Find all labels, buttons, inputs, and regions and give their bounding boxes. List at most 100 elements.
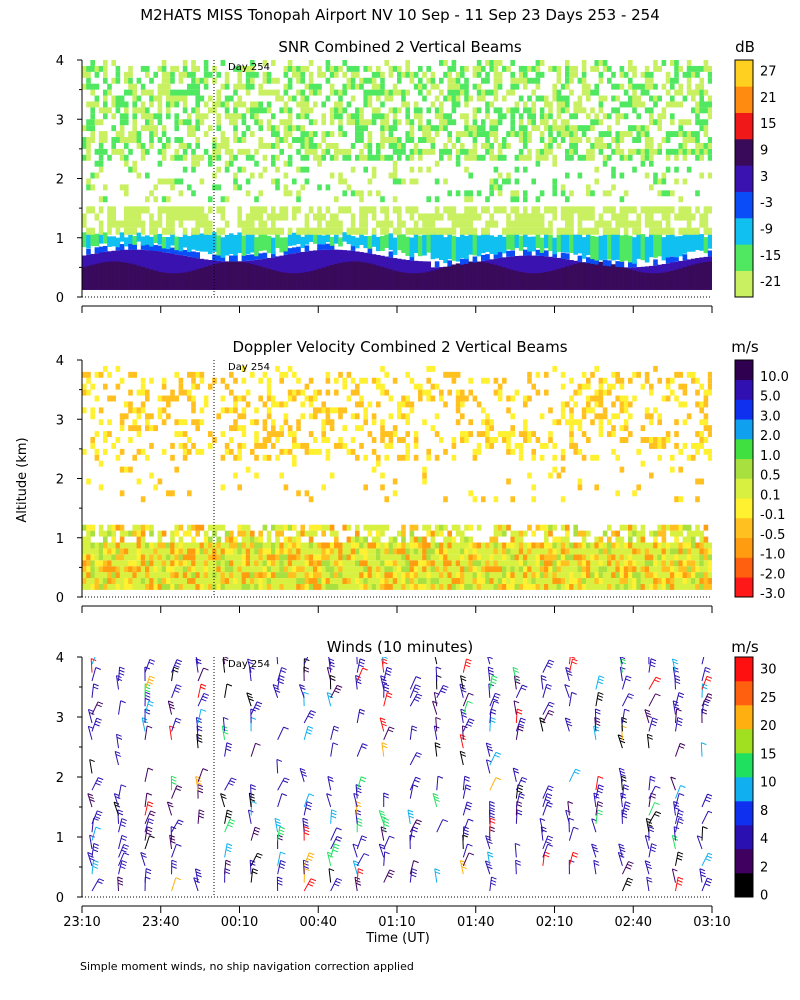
snr-cell [153,220,158,228]
snr-cell [611,107,616,114]
snr-cell [229,148,234,155]
snr-cell [392,178,398,185]
doppler-cell [128,578,133,584]
doppler-cell [699,548,704,555]
doppler-cell [229,389,234,396]
snr-cell [161,89,167,96]
snr-cell [506,178,511,185]
doppler-cell [644,413,650,420]
doppler-cell [111,572,116,579]
doppler-cell [506,407,511,414]
snr-cell [258,253,263,260]
doppler-cell [208,566,213,573]
doppler-cell [439,395,444,402]
doppler-cell [338,371,343,378]
doppler-cell [577,548,583,555]
snr-cell [233,113,238,120]
wind-barb-feather [145,876,151,880]
doppler-cell [157,566,163,573]
doppler-cell [149,377,154,384]
doppler-cell [401,536,406,543]
doppler-cell [182,431,188,438]
snr-cell [497,252,503,258]
snr-cell [560,119,566,126]
snr-cell [262,252,268,259]
snr-cell [191,232,196,250]
snr-cell [124,142,129,149]
doppler-cell [296,377,301,384]
snr-cell [544,113,549,120]
snr-cell [254,113,259,120]
doppler-cell [153,548,158,555]
doppler-cell [229,578,234,584]
snr-cell [464,65,469,72]
doppler-cell [405,431,410,438]
doppler-cell [140,548,146,555]
snr-cell [262,77,268,84]
snr-cell [493,89,499,96]
wind-barb-feather [171,775,177,779]
doppler-cell [325,437,331,443]
doppler-cell [552,454,557,461]
doppler-cell [703,572,709,579]
doppler-cell [636,484,641,491]
wind-barb-feather [144,666,151,670]
doppler-cell [455,401,461,408]
doppler-cell [346,524,352,531]
doppler-cell [157,395,163,402]
doppler-cell [275,365,280,372]
snr-cell [182,89,188,96]
doppler-cell [220,431,226,438]
snr-cell [178,220,184,228]
snr-cell [476,154,482,161]
wind-barbs [87,657,712,892]
doppler-cell [531,560,536,567]
doppler-cell [325,419,331,426]
snr-cell [397,77,402,84]
doppler-cell [187,566,192,573]
doppler-cell [233,472,238,479]
snr-cell [548,220,553,228]
snr-cell [447,95,452,102]
snr-cell [325,233,331,243]
snr-cell [98,231,104,244]
doppler-cell [565,572,570,579]
doppler-cell [229,572,234,579]
doppler-cell [472,454,478,461]
doppler-cell [439,554,444,561]
snr-cell [82,83,87,90]
snr-cell [334,196,339,203]
doppler-cell [119,490,125,497]
snr-cell [329,131,335,138]
doppler-cell [86,583,91,590]
snr-cell [376,142,381,149]
doppler-cell [699,566,704,573]
snr-cell [434,107,440,114]
doppler-cell [203,536,209,543]
snr-cell [493,220,499,228]
snr-cell [392,83,398,90]
doppler-cell [250,448,255,455]
doppler-cell [493,524,499,531]
colorbar-label: -15 [760,249,781,264]
doppler-cell [682,401,688,408]
snr-cell [573,131,578,138]
snr-cell [182,71,188,78]
snr-cell [581,237,587,259]
snr-cell [518,113,524,120]
doppler-cell [229,407,234,414]
snr-cell [359,227,364,235]
doppler-cell [699,437,704,443]
snr-cell [464,89,469,96]
snr-cell [640,131,646,138]
doppler-cell [527,395,532,402]
doppler-cell [674,578,679,584]
snr-cell [565,206,570,214]
snr-cell [250,83,255,90]
wind-barb-feather [93,683,99,687]
snr-cell [691,264,696,290]
doppler-cell [250,371,255,378]
doppler-cell [317,448,322,455]
doppler-cell [686,583,692,590]
snr-cell [82,154,87,161]
